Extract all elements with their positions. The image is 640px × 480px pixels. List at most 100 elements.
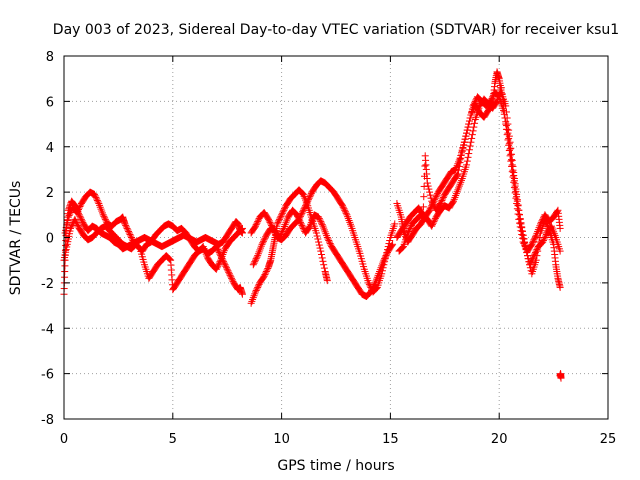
data-point — [315, 213, 323, 221]
x-tick-label: 25 — [600, 432, 617, 447]
x-axis-label: GPS time / hours — [277, 458, 394, 474]
data-point — [123, 224, 131, 232]
data-point — [504, 136, 512, 144]
data-point — [223, 265, 231, 273]
data-point — [462, 132, 470, 140]
data-point — [469, 127, 477, 135]
data-point — [424, 182, 432, 190]
data-point — [453, 171, 461, 179]
data-point — [296, 218, 304, 226]
data-point — [260, 272, 268, 280]
data-point — [299, 208, 307, 216]
data-point — [101, 215, 109, 223]
data-point — [254, 283, 262, 291]
data-point — [262, 268, 270, 276]
data-point — [439, 195, 447, 203]
data-point — [518, 234, 526, 242]
data-point — [342, 209, 350, 217]
data-point — [498, 90, 506, 98]
data-point — [323, 234, 331, 241]
data-point — [465, 146, 473, 154]
data-point — [228, 274, 236, 282]
data-point — [505, 140, 513, 148]
data-point — [216, 258, 224, 266]
data-point — [528, 240, 536, 248]
data-point — [294, 212, 302, 220]
data-point — [227, 273, 235, 281]
data-point — [305, 223, 313, 231]
y-tick-label: -6 — [41, 368, 54, 383]
x-tick-label: 15 — [382, 432, 399, 447]
data-point — [324, 235, 332, 243]
data-point — [511, 180, 519, 188]
data-point — [467, 138, 475, 146]
data-point — [251, 288, 259, 296]
y-axis-label: SDTVAR / TECUs — [8, 181, 24, 296]
data-point — [212, 265, 220, 273]
data-point — [238, 290, 246, 298]
data-point — [428, 199, 436, 207]
data-point — [500, 102, 508, 110]
data-point — [500, 108, 508, 116]
data-point — [507, 157, 515, 165]
data-point — [228, 276, 236, 284]
data-point — [404, 229, 412, 237]
data-point — [513, 205, 521, 213]
data-point — [281, 205, 289, 213]
data-point — [93, 196, 101, 204]
data-point — [426, 206, 434, 214]
data-point — [524, 255, 532, 263]
y-tick-label: 4 — [46, 141, 54, 156]
data-point — [263, 266, 271, 274]
data-point — [515, 215, 523, 223]
data-point — [100, 212, 108, 220]
data-point — [92, 193, 100, 201]
data-point — [463, 161, 471, 169]
data-point — [225, 268, 233, 276]
data-point — [65, 212, 73, 220]
data-point — [124, 226, 132, 234]
data-point — [428, 197, 436, 205]
data-point — [407, 223, 415, 231]
data-point — [166, 255, 174, 263]
data-point — [302, 202, 310, 210]
data-point — [525, 258, 533, 266]
data-point — [339, 203, 347, 211]
data-point — [406, 224, 414, 232]
data-point — [537, 220, 545, 228]
data-point — [127, 234, 135, 241]
data-point — [521, 241, 529, 249]
data-point — [465, 150, 473, 158]
data-point — [431, 216, 439, 224]
data-point — [368, 286, 376, 294]
data-point — [126, 230, 134, 238]
data-point — [125, 229, 133, 237]
data-point — [307, 191, 315, 199]
data-point — [519, 231, 527, 239]
data-point — [438, 196, 446, 204]
data-point — [460, 138, 468, 146]
data-point — [556, 283, 564, 291]
data-point — [300, 205, 308, 213]
data-points — [60, 68, 565, 382]
data-point — [277, 230, 285, 238]
data-point — [423, 179, 431, 187]
data-point — [323, 277, 331, 285]
data-point — [278, 211, 286, 219]
data-point — [386, 237, 394, 245]
data-point — [457, 155, 465, 163]
data-point — [259, 237, 267, 245]
data-point — [459, 144, 467, 152]
axis-ticks: 0 5 10 15 20 25 -8 -6 -4 -2 0 2 4 6 8 — [41, 50, 616, 447]
data-point — [542, 232, 550, 240]
data-point — [465, 120, 473, 128]
data-point — [295, 215, 303, 223]
data-point — [529, 237, 537, 245]
data-point — [280, 206, 288, 214]
data-point — [535, 238, 543, 246]
data-point — [510, 178, 518, 186]
data-point — [306, 193, 314, 201]
data-point — [508, 156, 516, 164]
data-point — [253, 219, 261, 227]
data-point — [530, 236, 538, 244]
